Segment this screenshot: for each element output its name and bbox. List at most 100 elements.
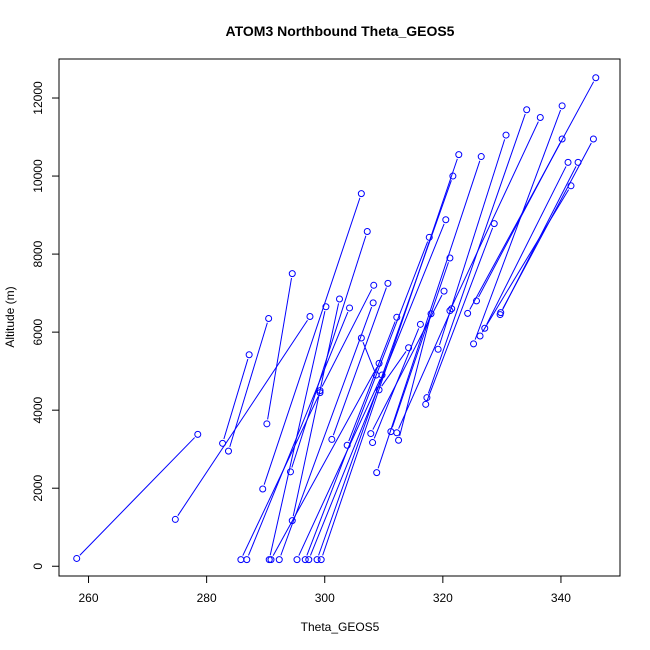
data-point: [375, 386, 383, 394]
series-profile: [367, 287, 448, 438]
data-point: [470, 340, 478, 348]
data-point: [369, 439, 377, 447]
series-line-segment: [269, 311, 326, 556]
data-point: [243, 556, 251, 564]
data-point: [422, 400, 430, 408]
data-point: [440, 287, 448, 295]
series-profile: [343, 313, 401, 449]
series-line-segment: [321, 289, 373, 387]
series-line-segment: [263, 197, 361, 485]
data-point: [370, 281, 378, 289]
data-point: [346, 304, 354, 312]
data-point: [288, 270, 296, 278]
data-point: [536, 114, 544, 122]
data-point: [477, 153, 485, 161]
data-point: [328, 435, 336, 443]
data-point: [305, 556, 313, 564]
data-point: [317, 556, 325, 564]
series-profile: [171, 313, 314, 523]
series-profile: [422, 220, 498, 408]
series-line-segment: [469, 81, 595, 310]
data-point: [446, 307, 454, 315]
y-tick-label: 12000: [31, 81, 45, 115]
series-profile: [464, 74, 600, 317]
series-line-segment: [248, 311, 349, 556]
data-point: [589, 135, 597, 143]
series-line-segment: [348, 321, 396, 442]
data-point: [194, 430, 202, 438]
data-point: [446, 254, 454, 262]
series-profile: [219, 351, 253, 447]
series-line-segment: [426, 227, 494, 401]
series-profile: [259, 190, 365, 493]
data-point: [375, 359, 383, 367]
series-profile: [373, 153, 485, 477]
y-tick-label: 2000: [31, 475, 45, 502]
data-point: [564, 158, 572, 166]
data-point: [373, 469, 381, 477]
data-point: [434, 345, 442, 353]
series-line-segment: [322, 158, 458, 556]
x-tick-label: 320: [433, 591, 453, 605]
data-point: [286, 468, 294, 476]
series-profile: [357, 334, 380, 379]
series-profile: [267, 359, 383, 564]
series-profile: [243, 304, 354, 564]
series-line-segment: [332, 287, 387, 436]
y-axis: 0 2000 4000 6000 8000 10000 12000: [31, 81, 60, 570]
series-profile: [73, 430, 202, 562]
series-line-segment: [177, 319, 308, 516]
series-profile: [481, 158, 572, 332]
data-point: [369, 299, 377, 307]
series-profile: [317, 151, 463, 564]
y-tick-label: 4000: [31, 396, 45, 423]
data-point: [395, 436, 403, 444]
x-tick-label: 300: [315, 591, 335, 605]
x-axis-label: Theta_GEOS5: [301, 620, 380, 634]
data-point: [267, 556, 275, 564]
data-point: [171, 515, 179, 523]
series-line-segment: [306, 241, 429, 556]
data-point: [372, 371, 380, 379]
series-profile: [313, 172, 457, 564]
series-line-segment: [398, 312, 451, 429]
data-point: [343, 441, 351, 449]
data-point: [363, 227, 371, 235]
data-point: [558, 135, 566, 143]
series-line-segment: [223, 358, 249, 440]
y-tick-label: 6000: [31, 318, 45, 345]
series-line-segment: [267, 277, 293, 420]
series-line-segment: [272, 367, 378, 556]
data-point: [322, 303, 330, 311]
series-line-segment: [439, 139, 506, 346]
y-tick-label: 10000: [31, 159, 45, 193]
series-line-segment: [291, 235, 367, 468]
series-profile: [286, 227, 371, 476]
data-point: [558, 102, 566, 110]
data-point: [293, 556, 301, 564]
x-tick-label: 260: [79, 591, 99, 605]
series-line-segment: [399, 318, 431, 436]
series-line-segment: [292, 303, 340, 517]
series-line-segment: [372, 294, 443, 430]
series-profile: [224, 314, 273, 455]
data-point: [502, 131, 510, 139]
series-line-segment: [391, 262, 449, 428]
data-point: [393, 429, 401, 437]
data-point: [481, 324, 489, 332]
x-tick-label: 340: [551, 591, 571, 605]
data-point: [73, 554, 81, 562]
chart-title: ATOM3 Northbound Theta_GEOS5: [226, 23, 455, 39]
data-point: [592, 74, 600, 82]
data-point: [301, 556, 309, 564]
series-profile: [446, 114, 544, 315]
data-point: [316, 387, 324, 395]
series-layer: [73, 74, 600, 564]
series-profile: [497, 135, 597, 317]
data-point: [393, 313, 401, 321]
data-point: [313, 556, 321, 564]
data-point: [367, 430, 375, 438]
data-point: [316, 389, 324, 397]
data-point: [237, 556, 245, 564]
data-point: [265, 314, 273, 322]
